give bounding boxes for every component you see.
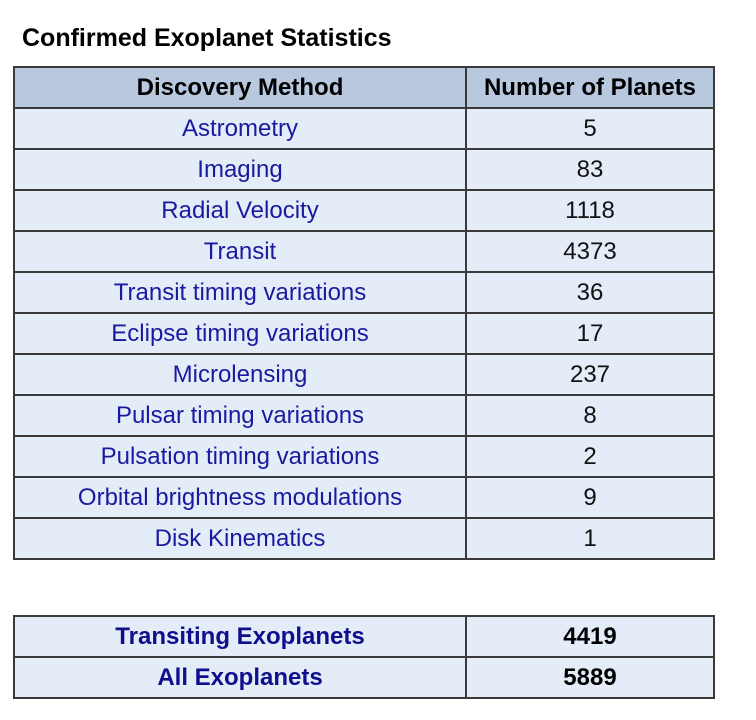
table-row: Astrometry 5: [13, 107, 715, 150]
count-cell: 1: [465, 517, 715, 560]
table-header-row: Discovery Method Number of Planets: [13, 66, 715, 109]
count-cell: 4373: [465, 230, 715, 273]
method-cell: Transit timing variations: [13, 271, 467, 314]
table-row: Orbital brightness modulations 9: [13, 476, 715, 519]
totals-value-cell: 4419: [465, 615, 715, 658]
method-cell: Microlensing: [13, 353, 467, 396]
table-row: Radial Velocity 1118: [13, 189, 715, 232]
method-cell: Pulsar timing variations: [13, 394, 467, 437]
totals-label-cell: Transiting Exoplanets: [13, 615, 467, 658]
method-cell: Astrometry: [13, 107, 467, 150]
totals-row-all: All Exoplanets 5889: [13, 656, 715, 699]
count-cell: 83: [465, 148, 715, 191]
table-row: Transit 4373: [13, 230, 715, 273]
table-row: Pulsar timing variations 8: [13, 394, 715, 437]
count-cell: 2: [465, 435, 715, 478]
count-cell: 5: [465, 107, 715, 150]
table-row: Pulsation timing variations 2: [13, 435, 715, 478]
count-cell: 9: [465, 476, 715, 519]
table-row: Eclipse timing variations 17: [13, 312, 715, 355]
method-cell: Imaging: [13, 148, 467, 191]
column-header-method: Discovery Method: [13, 66, 467, 109]
method-cell: Radial Velocity: [13, 189, 467, 232]
table-row: Imaging 83: [13, 148, 715, 191]
count-cell: 36: [465, 271, 715, 314]
totals-label-cell: All Exoplanets: [13, 656, 467, 699]
column-header-count: Number of Planets: [465, 66, 715, 109]
table-row: Microlensing 237: [13, 353, 715, 396]
table-row: Disk Kinematics 1: [13, 517, 715, 560]
method-cell: Transit: [13, 230, 467, 273]
method-cell: Pulsation timing variations: [13, 435, 467, 478]
totals-row-transiting: Transiting Exoplanets 4419: [13, 615, 715, 658]
table-row: Transit timing variations 36: [13, 271, 715, 314]
count-cell: 17: [465, 312, 715, 355]
method-cell: Orbital brightness modulations: [13, 476, 467, 519]
count-cell: 237: [465, 353, 715, 396]
totals-table: Transiting Exoplanets 4419 All Exoplanet…: [13, 615, 715, 699]
method-cell: Eclipse timing variations: [13, 312, 467, 355]
count-cell: 1118: [465, 189, 715, 232]
page-title: Confirmed Exoplanet Statistics: [22, 24, 392, 52]
count-cell: 8: [465, 394, 715, 437]
method-cell: Disk Kinematics: [13, 517, 467, 560]
totals-value-cell: 5889: [465, 656, 715, 699]
discovery-method-table: Discovery Method Number of Planets Astro…: [13, 66, 715, 560]
